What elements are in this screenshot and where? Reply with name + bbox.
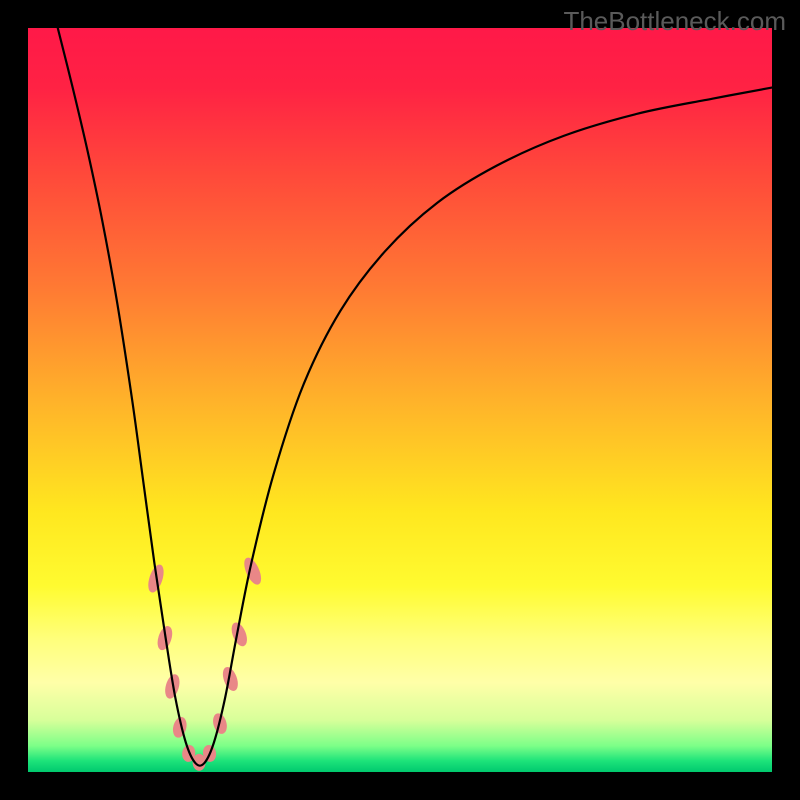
watermark-text: TheBottleneck.com [563,6,786,37]
chart-svg [28,28,772,772]
plot-area [28,28,772,772]
chart-frame: TheBottleneck.com [0,0,800,800]
gradient-background [28,28,772,772]
